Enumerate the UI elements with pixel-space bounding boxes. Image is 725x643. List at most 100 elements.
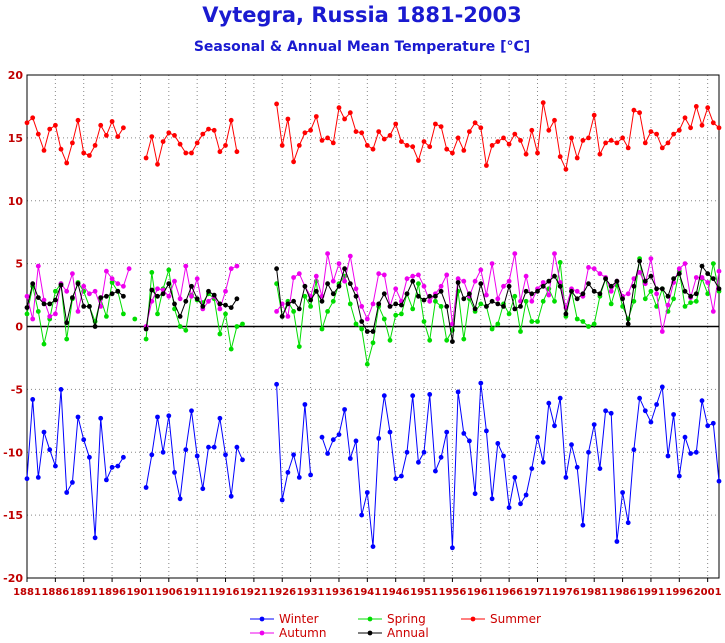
- data-point-summer: [529, 127, 535, 133]
- data-point-winter: [115, 463, 121, 469]
- data-point-annual: [359, 319, 365, 324]
- data-point-annual: [200, 304, 206, 309]
- data-point-annual: [228, 305, 234, 310]
- x-tick-label: 1886: [41, 587, 69, 598]
- data-point-annual: [206, 288, 211, 294]
- data-point-annual: [47, 301, 53, 307]
- x-tick-label: 1941: [353, 587, 381, 598]
- data-point-autumn: [41, 297, 47, 303]
- data-point-autumn: [376, 271, 382, 277]
- data-point-summer: [455, 135, 461, 141]
- data-point-summer: [625, 145, 631, 151]
- data-point-autumn: [313, 273, 319, 279]
- x-tick-label: 1981: [580, 587, 608, 598]
- series-autumn: [24, 251, 722, 334]
- data-point-autumn: [92, 288, 98, 294]
- data-point-spring: [444, 337, 450, 343]
- data-point-spring: [359, 326, 365, 332]
- data-point-annual: [274, 266, 279, 272]
- data-point-summer: [285, 116, 291, 122]
- data-point-annual: [546, 278, 552, 284]
- data-point-annual: [177, 314, 183, 319]
- data-point-winter: [149, 452, 155, 458]
- data-point-annual: [330, 291, 336, 297]
- data-point-annual: [325, 281, 330, 287]
- data-point-spring: [693, 298, 699, 304]
- data-point-annual: [98, 295, 104, 300]
- data-point-summer: [410, 144, 416, 150]
- data-point-spring: [132, 316, 138, 322]
- data-point-winter: [489, 496, 495, 502]
- data-point-spring: [552, 298, 557, 304]
- x-tick-label: 1911: [183, 587, 211, 598]
- x-tick-label: 1991: [637, 587, 665, 598]
- data-point-spring: [506, 311, 512, 317]
- data-point-autumn: [115, 281, 121, 287]
- data-point-spring: [35, 309, 41, 314]
- legend-item-annual: Annual: [358, 626, 429, 640]
- data-point-spring: [580, 319, 586, 324]
- data-point-winter: [109, 464, 115, 470]
- data-point-summer: [155, 161, 160, 167]
- data-point-annual: [217, 301, 223, 307]
- data-point-summer: [608, 138, 614, 143]
- data-point-summer: [637, 110, 642, 116]
- data-point-summer: [353, 129, 359, 135]
- data-point-autumn: [109, 276, 115, 282]
- data-point-summer: [189, 150, 194, 156]
- data-point-winter: [342, 407, 347, 412]
- data-point-spring: [291, 309, 296, 314]
- data-point-winter: [659, 384, 665, 390]
- data-point-summer: [495, 139, 501, 145]
- data-point-autumn: [591, 266, 597, 272]
- data-point-winter: [710, 420, 716, 426]
- data-point-autumn: [416, 272, 421, 278]
- data-point-summer: [98, 122, 104, 128]
- data-point-summer: [648, 129, 654, 135]
- x-tick-label: 1896: [98, 587, 126, 598]
- data-point-winter: [319, 434, 325, 440]
- x-tick-label: 1936: [325, 587, 353, 598]
- data-point-summer: [149, 134, 155, 140]
- data-point-winter: [665, 453, 671, 459]
- data-point-winter: [404, 449, 410, 455]
- data-point-autumn: [183, 263, 189, 269]
- data-point-annual: [223, 302, 228, 308]
- data-point-autumn: [506, 278, 512, 284]
- data-point-annual: [438, 288, 444, 294]
- data-point-autumn: [393, 286, 399, 292]
- data-point-winter: [177, 496, 183, 502]
- data-point-winter: [433, 468, 438, 474]
- data-point-summer: [87, 153, 92, 158]
- data-point-spring: [433, 298, 438, 304]
- data-point-winter: [416, 459, 421, 465]
- data-point-summer: [211, 127, 217, 133]
- data-point-summer: [597, 151, 603, 157]
- data-point-winter: [81, 437, 87, 443]
- data-point-annual: [597, 291, 603, 297]
- data-point-spring: [177, 324, 183, 329]
- data-point-autumn: [529, 298, 535, 304]
- data-point-annual: [433, 293, 438, 299]
- data-point-autumn: [654, 291, 659, 297]
- data-point-summer: [274, 101, 279, 107]
- data-point-autumn: [637, 270, 642, 275]
- data-point-annual: [716, 286, 722, 292]
- data-point-spring: [183, 327, 189, 333]
- data-point-summer: [642, 140, 648, 146]
- data-point-winter: [296, 475, 302, 480]
- data-point-spring: [461, 336, 467, 342]
- data-point-annual: [648, 273, 654, 279]
- legend-label: Summer: [490, 612, 541, 626]
- data-point-winter: [574, 464, 580, 470]
- data-point-summer: [512, 131, 518, 137]
- data-point-winter: [676, 473, 682, 479]
- data-point-summer: [416, 158, 421, 163]
- data-point-autumn: [296, 271, 302, 277]
- data-point-annual: [35, 295, 41, 300]
- data-point-winter: [705, 423, 711, 429]
- data-point-winter: [608, 410, 614, 416]
- data-point-autumn: [206, 298, 211, 304]
- data-point-summer: [489, 143, 495, 148]
